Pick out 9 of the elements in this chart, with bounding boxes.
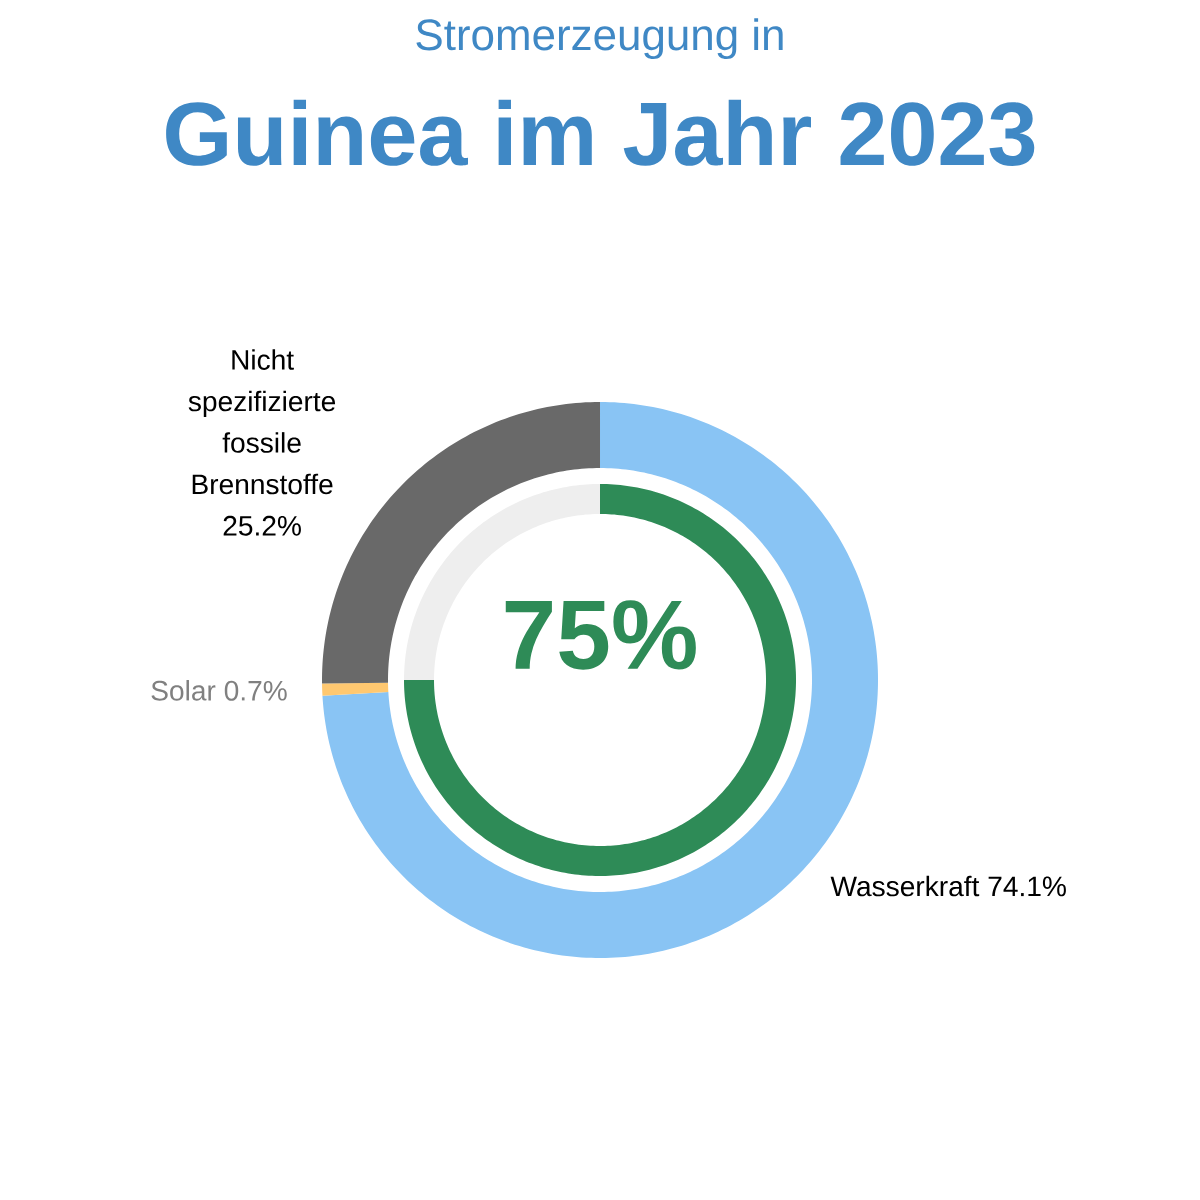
data-label: 25.2% [223,515,301,536]
chart-subtitle: Guinea im Jahr 2023 [166,99,1035,166]
slice-label: Solar [151,680,216,701]
chart-title: Stromerzeugung in [416,18,783,60]
data-label: 74.1% [988,876,1066,897]
slice-label: Wasserkraft [830,875,980,897]
data-label: 0.7% [224,680,287,701]
text: 75% [505,600,696,670]
slice-label: Nicht spezifizierte fossile Brennstoffe [188,349,336,495]
